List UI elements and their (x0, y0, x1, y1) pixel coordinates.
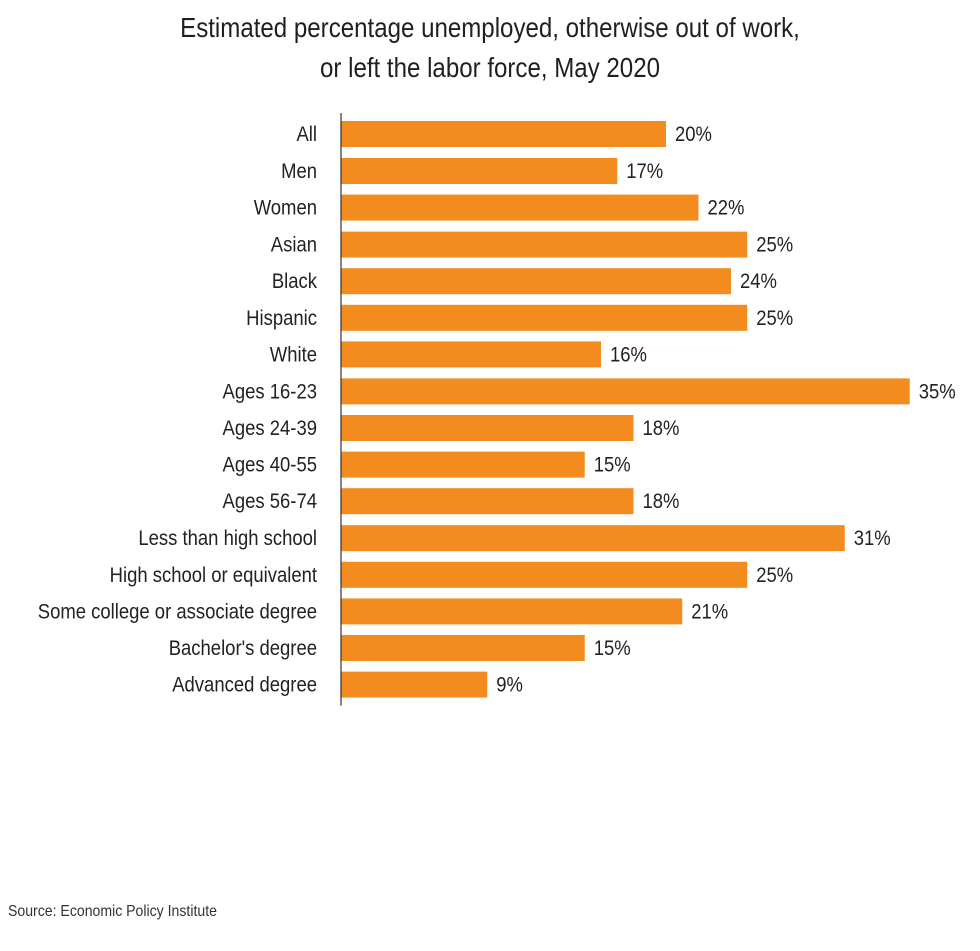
value-label: 20% (675, 123, 712, 146)
value-label: 25% (756, 564, 793, 587)
value-label: 21% (691, 600, 728, 623)
category-label: Ages 40-55 (223, 454, 317, 477)
bar (341, 121, 666, 147)
category-label: Black (272, 270, 317, 293)
value-label: 18% (643, 417, 680, 440)
bar (341, 194, 699, 221)
category-label: Some college or associate degree (38, 600, 317, 623)
category-label: Ages 16-23 (223, 380, 317, 403)
chart-title: Estimated percentage unemployed, otherwi… (69, 8, 912, 88)
value-label: 35% (919, 380, 956, 403)
value-label: 18% (643, 490, 680, 513)
source-note: Source: Economic Policy Institute (8, 903, 217, 920)
value-label: 25% (756, 307, 793, 330)
value-label: 31% (854, 527, 891, 550)
category-label: Ages 24-39 (223, 417, 317, 440)
value-label: 17% (626, 160, 663, 183)
bar-chart: All 20% Men 17% Women 22% Asian 25% Black 24% Hisp… (38, 113, 956, 706)
bar (341, 231, 748, 258)
value-label: 16% (610, 343, 647, 366)
bar (341, 488, 634, 515)
category-label: Men (281, 160, 317, 183)
value-label: 22% (707, 197, 744, 220)
category-label: White (270, 343, 317, 366)
bar (341, 268, 731, 295)
category-label: Hispanic (246, 307, 317, 330)
value-label: 9% (496, 674, 523, 697)
bar (341, 415, 634, 441)
bar (341, 671, 488, 698)
chart-title-line-2: or left the labor force, May 2020 (320, 52, 660, 83)
bar (341, 598, 683, 625)
value-label: 24% (740, 270, 777, 293)
category-label: High school or equivalent (110, 564, 318, 587)
bar (341, 378, 910, 405)
category-label: Advanced degree (172, 674, 317, 697)
value-label: 15% (594, 637, 631, 660)
bar (341, 635, 585, 661)
bar (341, 525, 845, 552)
bar (341, 561, 748, 588)
bar (341, 304, 748, 331)
bar (341, 451, 585, 478)
category-label: Women (254, 197, 317, 220)
value-label: 25% (756, 234, 793, 257)
category-label: All (296, 123, 317, 146)
category-label: Less than high school (138, 527, 317, 550)
category-label: Bachelor's degree (169, 637, 317, 660)
category-label: Ages 56-74 (223, 490, 317, 513)
chart-title-line-1: Estimated percentage unemployed, otherwi… (180, 12, 800, 43)
bar (341, 341, 601, 368)
value-label: 15% (594, 454, 631, 477)
bar (341, 158, 618, 184)
category-label: Asian (271, 234, 317, 257)
